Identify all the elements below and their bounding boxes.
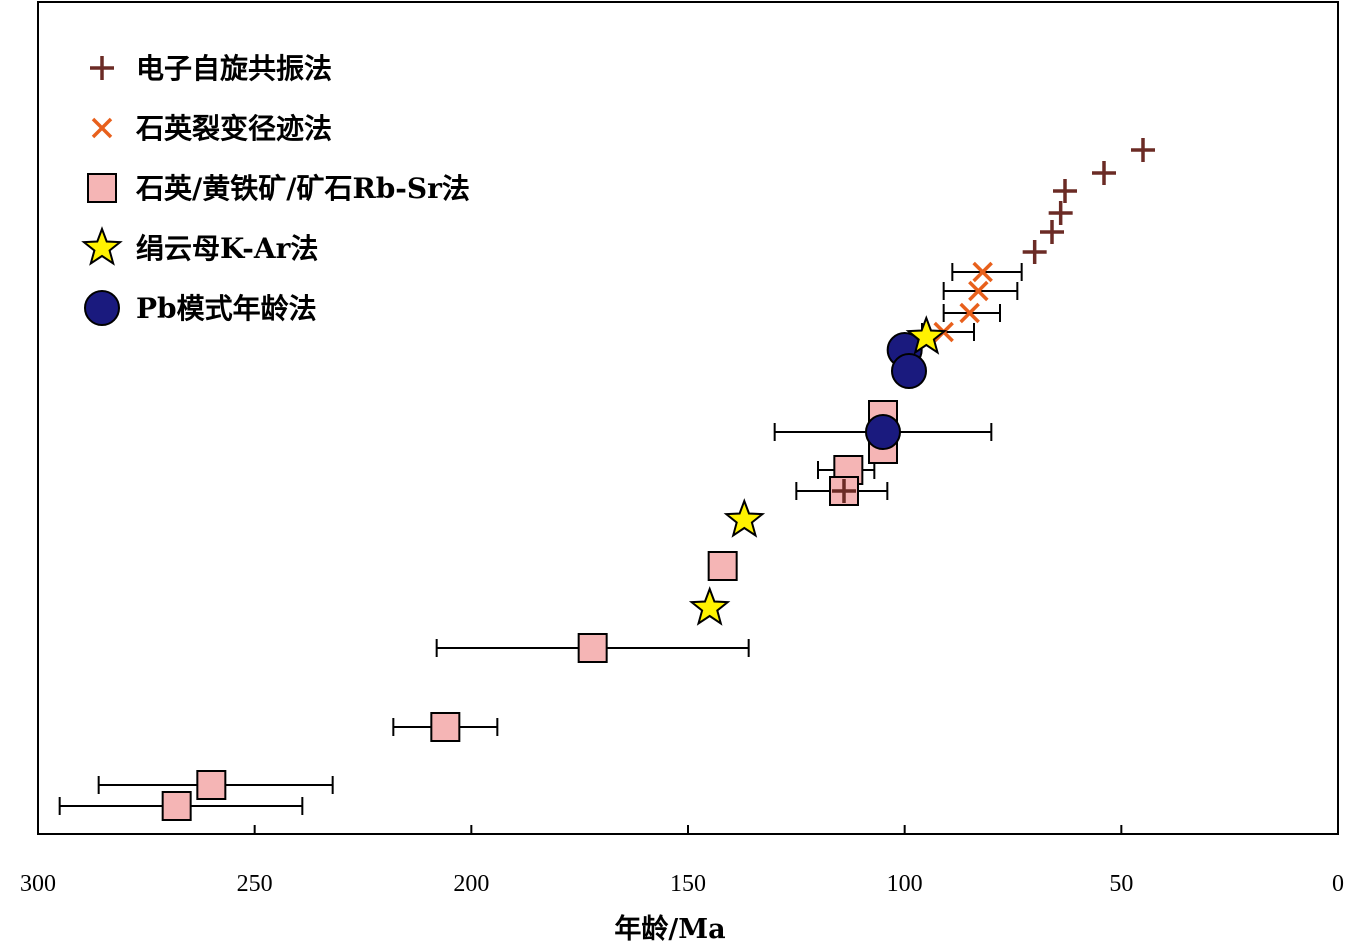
data-point-square [707,551,738,581]
legend-marker-x [91,117,113,139]
legend-label: Pb模式年龄法 [136,292,317,325]
data-point-star [688,586,731,626]
data-point-plus [1040,220,1064,244]
data-point-x [959,302,980,324]
legend-marker-square [87,173,117,203]
data-point-plus [1048,201,1073,225]
legend-marker-star [81,226,123,266]
data-point-star [905,315,948,355]
data-point-plus [1131,138,1155,162]
x-mark [972,261,993,283]
legend-label: 石英/黄铁矿/矿石Rb-Sr法 [135,172,470,205]
data-point-circle [891,353,927,389]
x-tick-label: 100 [887,871,923,897]
data-point-square [430,712,461,742]
plus-mark [1092,161,1116,185]
circle-mark [865,414,901,450]
data-point-square [577,633,608,663]
star-mark [723,498,766,538]
data-point-x [968,280,989,302]
legend-marker-plus [90,56,114,80]
x-axis-ticks: 300 250 200 150 100 50 0 [20,825,1344,897]
circle-mark [891,353,927,389]
x-tick-label: 200 [453,871,489,897]
legend-label: 石英裂变径迹法 [135,112,332,145]
square-mark [196,770,227,800]
square-mark [707,551,738,581]
data-point-plus [1092,161,1116,185]
data-point-x [972,261,993,283]
plot-frame [37,1,1339,835]
data-point-square [161,791,192,821]
square-mark [161,791,192,821]
x-tick-label: 50 [1109,871,1133,897]
star-mark [688,586,731,626]
legend-marker-circle [84,290,120,326]
square-mark [577,633,608,663]
data-point-plus [1053,179,1077,203]
data-point-plus [1022,240,1047,264]
plus-mark [1040,220,1064,244]
plus-mark [1131,138,1155,162]
plus-mark [1053,179,1077,203]
data-point-circle [865,414,901,450]
star-mark [905,315,948,355]
data-point-star [723,498,766,538]
legend-label: 电子自旋共振法 [136,52,332,85]
x-tick-label: 150 [670,871,706,897]
plus-mark [90,56,114,80]
x-tick-label: 250 [237,871,273,897]
x-tick-label: 0 [1332,871,1344,897]
plus-mark [832,479,856,503]
x-axis-title: 年龄/Ma [614,913,725,944]
x-mark [91,117,113,139]
data-point-plus [832,479,856,503]
data-marks [161,138,1155,821]
plus-mark [1022,240,1047,264]
error-bar [951,263,1023,281]
x-tick-label: 300 [20,871,56,897]
square-mark [430,712,461,742]
legend-label: 绢云母K-Ar法 [136,232,318,265]
plus-mark [1048,201,1073,225]
square-mark [87,173,117,203]
star-mark [81,226,123,266]
circle-mark [84,290,120,326]
data-point-square [196,770,227,800]
x-mark [968,280,989,302]
x-mark [959,302,980,324]
